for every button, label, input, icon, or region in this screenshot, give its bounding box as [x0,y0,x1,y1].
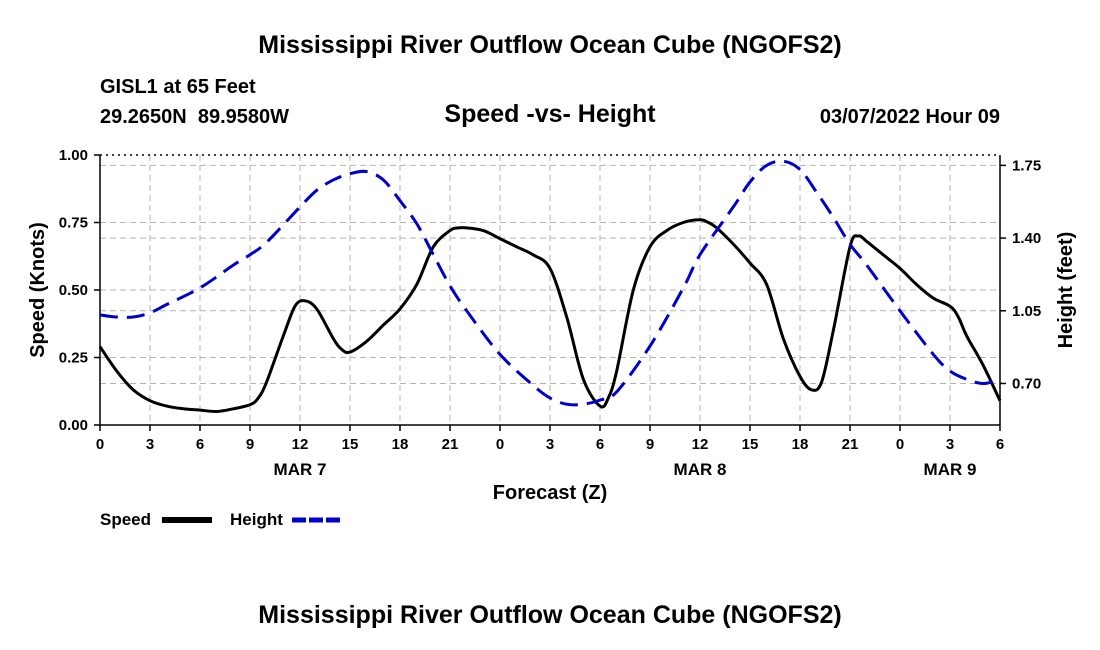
x-tick-label: 12 [692,436,709,453]
x-tick-label: 18 [792,436,809,453]
height-series-line [99,159,1001,407]
x-tick-label: 3 [146,436,154,453]
y2-axis-label: Height (feet) [1055,232,1077,349]
y-axis-label: Speed (Knots) [27,222,49,358]
forecast-datetime: 03/07/2022 Hour 09 [819,106,1000,128]
date-label: MAR 9 [924,460,977,479]
x-tick-label: 9 [246,436,254,453]
x-tick-label: 21 [442,436,459,453]
x-tick-label: 0 [896,436,904,453]
y2-tick-label: 1.75 [1012,157,1041,174]
x-tick-label: 12 [292,436,309,453]
x-tick-label: 6 [196,436,204,453]
y-tick-label: 1.00 [59,147,88,164]
legend-height-label: Height [230,510,283,529]
x-tick-label: 9 [646,436,654,453]
station-coordinates: 29.2650N 89.9580W [100,106,290,128]
y2-tick-label: 1.05 [1012,303,1041,320]
footer-title: Mississippi River Outflow Ocean Cube (NG… [258,601,842,629]
x-tick-label: 3 [946,436,954,453]
date-label: MAR 8 [674,460,727,479]
station-name: GISL1 at 65 Feet [100,76,256,98]
y-tick-label: 0.50 [59,282,88,299]
x-tick-label: 6 [596,436,604,453]
y2-tick-label: 0.70 [1012,375,1041,392]
speed-series-line [98,218,1002,414]
x-tick-label: 3 [546,436,554,453]
x-axis-label: Forecast (Z) [492,482,608,504]
x-tick-label: 0 [96,436,104,453]
x-tick-label: 6 [996,436,1004,453]
x-tick-label: 15 [742,436,759,453]
chart-subtitle: Speed -vs- Height [444,100,656,128]
x-tick-label: 21 [842,436,859,453]
x-tick-label: 0 [496,436,504,453]
y2-tick-label: 1.40 [1012,230,1041,247]
page-title: Mississippi River Outflow Ocean Cube (NG… [258,31,842,59]
y-tick-label: 0.00 [59,417,88,434]
x-tick-label: 15 [342,436,359,453]
x-tick-label: 18 [392,436,409,453]
y-tick-label: 0.25 [59,350,88,367]
legend-speed-label: Speed [100,510,152,529]
y-tick-label: 0.75 [59,215,88,232]
date-label: MAR 7 [274,460,327,479]
